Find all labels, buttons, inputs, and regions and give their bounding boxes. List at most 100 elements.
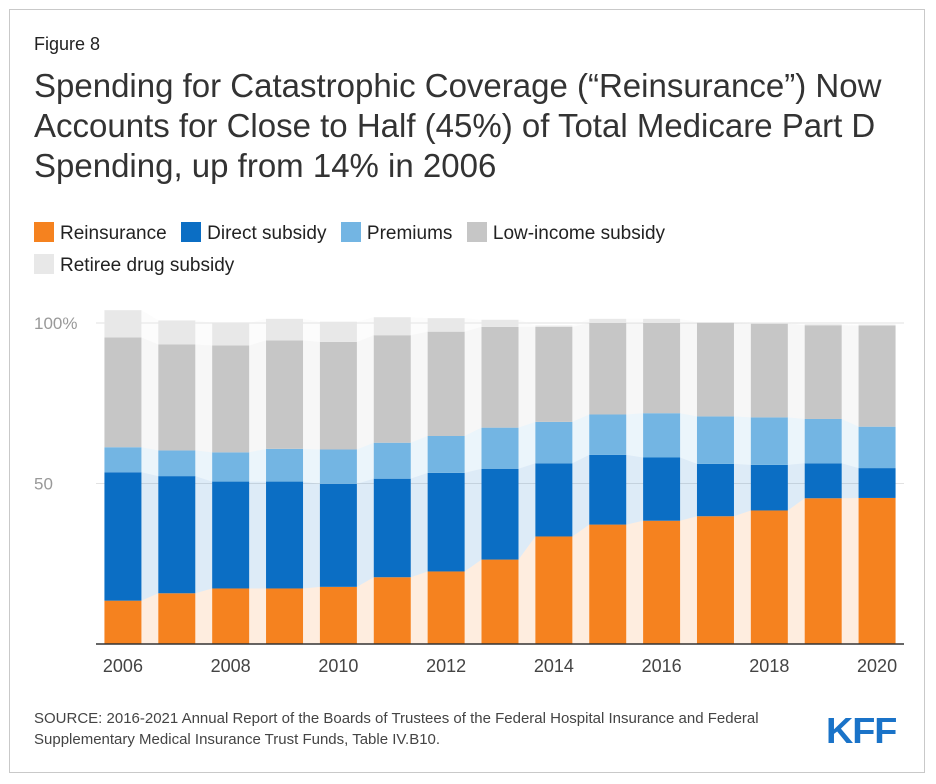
series-band (841, 325, 859, 427)
bar-segment (266, 448, 304, 482)
series-band (141, 593, 159, 644)
bar-segment (804, 324, 842, 326)
series-band (680, 457, 697, 521)
bar-segment (589, 318, 627, 323)
series-band (626, 323, 644, 415)
bar-segment (158, 450, 196, 477)
series-band (141, 310, 159, 345)
bar-segment (643, 318, 681, 323)
series-band (356, 335, 374, 450)
y-tick-label: 100% (34, 314, 77, 333)
bar-segment (319, 586, 357, 644)
series-band (518, 536, 536, 644)
series-band (572, 414, 590, 464)
series-band (356, 478, 374, 587)
bar-segment (858, 324, 896, 326)
x-tick-label: 2014 (534, 656, 574, 676)
series-band (195, 344, 213, 453)
bar-segment (804, 325, 842, 419)
series-band (841, 463, 859, 499)
chart-legend: Reinsurance Direct subsidy Premiums Low-… (34, 222, 794, 286)
series-band (680, 516, 697, 644)
series-band (733, 510, 751, 644)
legend-label: Direct subsidy (207, 223, 327, 244)
series-band (303, 586, 320, 644)
bar-segment (858, 325, 896, 427)
x-tick-label: 2016 (642, 656, 682, 676)
bar-segment (858, 468, 896, 498)
series-band (141, 472, 159, 601)
bar-segment (804, 463, 842, 499)
bar-segment (858, 426, 896, 469)
bar-segment (643, 323, 681, 414)
bar-segment (535, 463, 573, 537)
series-band (787, 498, 805, 644)
series-band (787, 323, 805, 419)
series-band (195, 320, 213, 346)
series-band (733, 322, 751, 324)
series-band (572, 454, 590, 537)
bar-segment (589, 454, 627, 525)
bar-segment (266, 588, 304, 644)
bar-segment (212, 588, 250, 644)
bar-segment (212, 323, 250, 346)
series-band (464, 468, 482, 572)
series-band (626, 454, 644, 525)
bar-segment (481, 468, 519, 560)
legend-item-direct-subsidy: Direct subsidy (181, 222, 326, 245)
legend-swatch (181, 222, 202, 242)
series-band (410, 435, 428, 479)
bar-segment (481, 319, 519, 327)
series-band (195, 450, 213, 482)
series-band (680, 323, 697, 417)
bar-segment (212, 481, 250, 589)
series-band (410, 472, 428, 578)
bar-segment (373, 335, 411, 443)
legend-item-reinsurance: Reinsurance (34, 222, 167, 245)
bar-segment (481, 427, 519, 469)
series-band (572, 318, 590, 327)
bar-segment (535, 421, 573, 464)
series-band (249, 340, 267, 453)
bar-segment (696, 322, 734, 323)
series-band (356, 577, 374, 644)
series-band (680, 413, 697, 464)
bar-segment (158, 344, 196, 451)
bar-segment (589, 414, 627, 455)
series-band (841, 418, 859, 469)
x-tick-label: 2012 (426, 656, 466, 676)
bar-segment (750, 417, 788, 465)
series-band (141, 447, 159, 477)
series-band (787, 463, 805, 511)
bar-segment (158, 476, 196, 594)
bar-segment (589, 323, 627, 415)
bar-segment (319, 449, 357, 484)
bar-segment (589, 524, 627, 644)
series-band (464, 427, 482, 473)
bar-segment (696, 323, 734, 417)
bar-segment (750, 322, 788, 324)
bar-segment (319, 321, 357, 342)
legend-swatch (34, 222, 54, 242)
bar-segment (643, 520, 681, 644)
legend-label: Premiums (366, 223, 453, 244)
series-band (249, 481, 267, 589)
bar-segment (212, 345, 250, 453)
bar-segment (158, 320, 196, 345)
series-band (356, 317, 374, 342)
bar-segment (104, 447, 142, 473)
series-band (841, 324, 859, 326)
series-band (518, 463, 536, 560)
bar-segment (266, 340, 304, 449)
bar-segment (535, 325, 573, 327)
bar-segment (319, 483, 357, 587)
x-tick-label: 2018 (749, 656, 789, 676)
bar-segment (696, 416, 734, 464)
bar-segment (750, 323, 788, 418)
bar-segment (427, 318, 465, 332)
series-band (733, 463, 751, 517)
bar-segment (266, 481, 304, 589)
bar-segment (427, 472, 465, 572)
bar-segment (696, 463, 734, 517)
x-tick-label: 2006 (103, 656, 143, 676)
